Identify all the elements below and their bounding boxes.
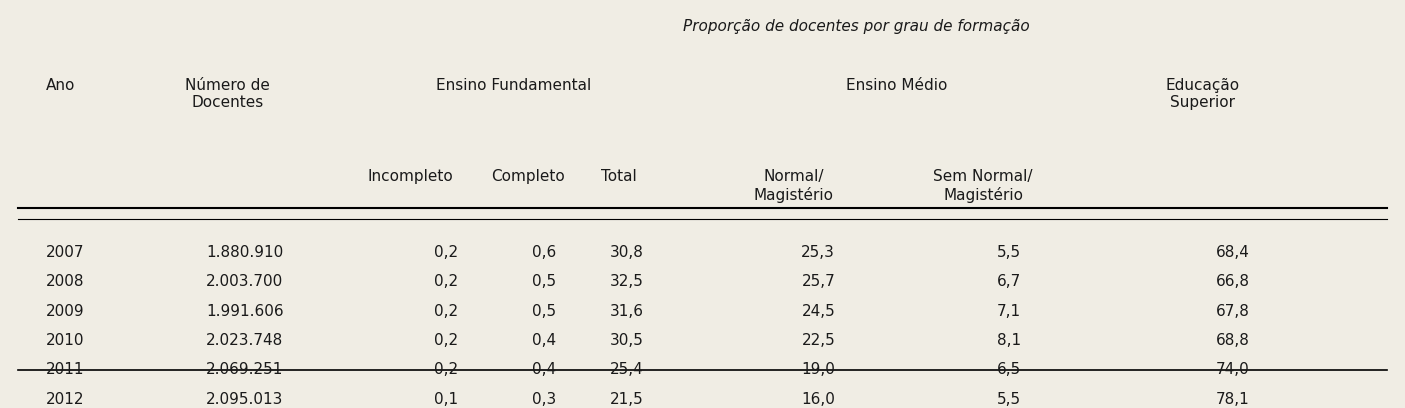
Text: 0,4: 0,4 [531, 333, 556, 348]
Text: Número de
Docentes: Número de Docentes [185, 78, 270, 110]
Text: 5,5: 5,5 [996, 245, 1021, 260]
Text: 2011: 2011 [46, 362, 84, 377]
Text: 1.991.606: 1.991.606 [207, 304, 284, 319]
Text: 22,5: 22,5 [801, 333, 835, 348]
Text: 2008: 2008 [46, 274, 84, 289]
Text: 0,6: 0,6 [531, 245, 556, 260]
Text: 19,0: 19,0 [801, 362, 835, 377]
Text: 6,5: 6,5 [996, 362, 1021, 377]
Text: 25,3: 25,3 [801, 245, 835, 260]
Text: Incompleto: Incompleto [367, 169, 452, 184]
Text: 1.880.910: 1.880.910 [207, 245, 284, 260]
Text: Ano: Ano [46, 78, 76, 93]
Text: 0,4: 0,4 [531, 362, 556, 377]
Text: Ensino Fundamental: Ensino Fundamental [437, 78, 592, 93]
Text: 21,5: 21,5 [610, 392, 643, 407]
Text: Educação
Superior: Educação Superior [1165, 78, 1239, 110]
Text: Ensino Médio: Ensino Médio [846, 78, 947, 93]
Text: 74,0: 74,0 [1217, 362, 1250, 377]
Text: Sem Normal/
Magistério: Sem Normal/ Magistério [933, 169, 1033, 203]
Text: Total: Total [601, 169, 636, 184]
Text: 2.095.013: 2.095.013 [207, 392, 284, 407]
Text: 68,4: 68,4 [1217, 245, 1250, 260]
Text: 2.003.700: 2.003.700 [207, 274, 284, 289]
Text: 31,6: 31,6 [610, 304, 643, 319]
Text: 2007: 2007 [46, 245, 84, 260]
Text: 2.023.748: 2.023.748 [207, 333, 284, 348]
Text: 32,5: 32,5 [610, 274, 643, 289]
Text: 0,2: 0,2 [434, 362, 458, 377]
Text: 0,2: 0,2 [434, 304, 458, 319]
Text: 8,1: 8,1 [996, 333, 1021, 348]
Text: 30,8: 30,8 [610, 245, 643, 260]
Text: 66,8: 66,8 [1215, 274, 1250, 289]
Text: 2012: 2012 [46, 392, 84, 407]
Text: 2010: 2010 [46, 333, 84, 348]
Text: 5,5: 5,5 [996, 392, 1021, 407]
Text: 0,2: 0,2 [434, 245, 458, 260]
Text: Completo: Completo [490, 169, 565, 184]
Text: Normal/
Magistério: Normal/ Magistério [753, 169, 833, 203]
Text: 30,5: 30,5 [610, 333, 643, 348]
Text: 6,7: 6,7 [996, 274, 1021, 289]
Text: 78,1: 78,1 [1217, 392, 1250, 407]
Text: 0,1: 0,1 [434, 392, 458, 407]
Text: 0,3: 0,3 [531, 392, 556, 407]
Text: 68,8: 68,8 [1217, 333, 1250, 348]
Text: 16,0: 16,0 [801, 392, 835, 407]
Text: 0,5: 0,5 [531, 274, 556, 289]
Text: Proporção de docentes por grau de formação: Proporção de docentes por grau de formaç… [683, 19, 1030, 34]
Text: 25,7: 25,7 [801, 274, 835, 289]
Text: 7,1: 7,1 [996, 304, 1021, 319]
Text: 0,2: 0,2 [434, 274, 458, 289]
Text: 0,2: 0,2 [434, 333, 458, 348]
Text: 2.069.251: 2.069.251 [207, 362, 284, 377]
Text: 67,8: 67,8 [1217, 304, 1250, 319]
Text: 2009: 2009 [46, 304, 84, 319]
Text: 0,5: 0,5 [531, 304, 556, 319]
Text: 24,5: 24,5 [801, 304, 835, 319]
Text: 25,4: 25,4 [610, 362, 643, 377]
